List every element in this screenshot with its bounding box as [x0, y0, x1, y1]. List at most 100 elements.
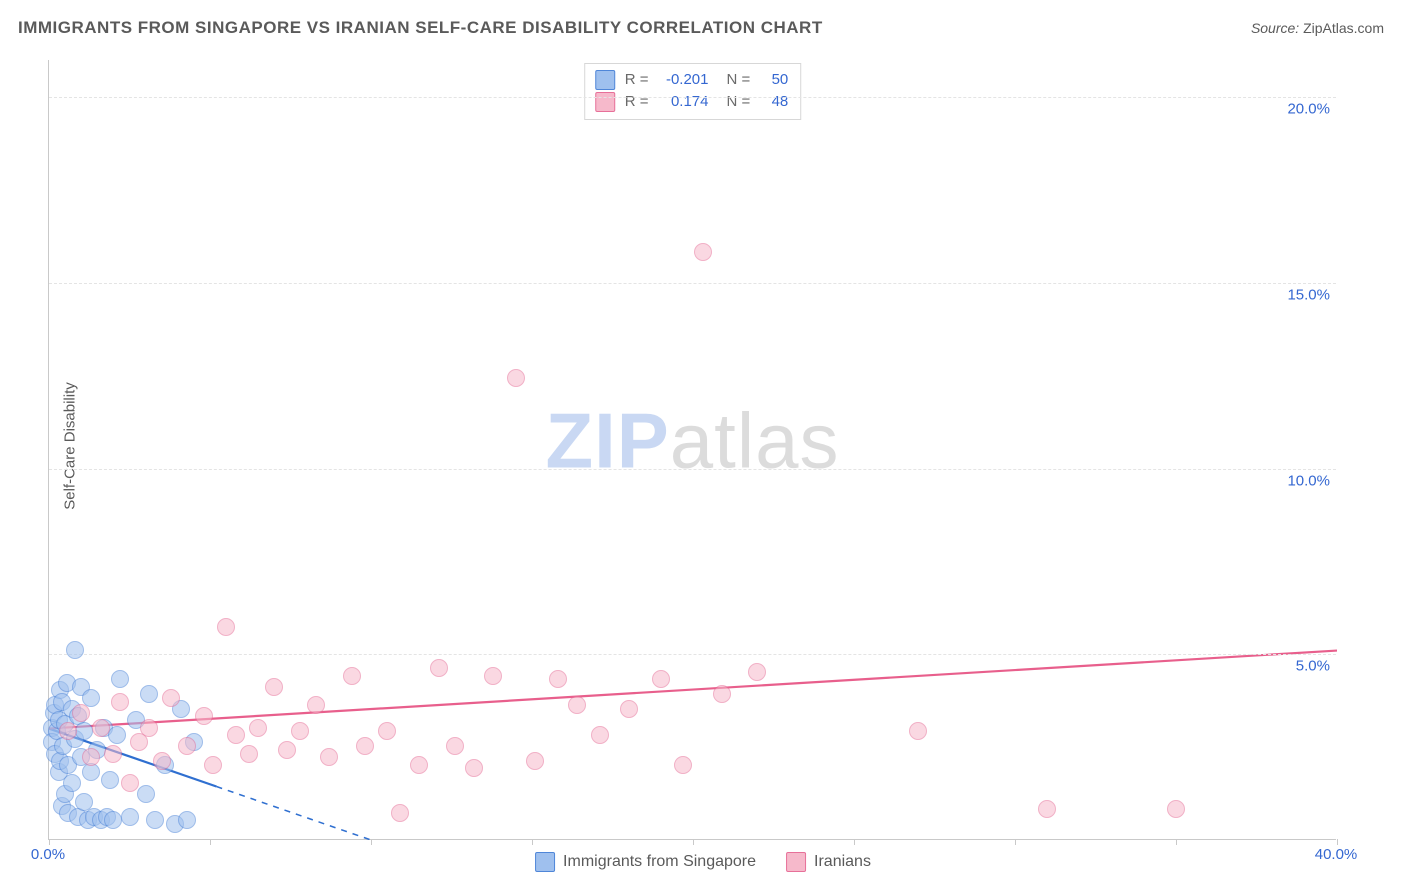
n-label: N =	[727, 69, 751, 91]
scatter-point-singapore	[146, 811, 164, 829]
scatter-point-iranians	[204, 756, 222, 774]
scatter-point-iranians	[378, 722, 396, 740]
scatter-point-iranians	[307, 696, 325, 714]
chart-title: IMMIGRANTS FROM SINGAPORE VS IRANIAN SEL…	[18, 18, 823, 38]
scatter-point-iranians	[909, 722, 927, 740]
scatter-point-iranians	[507, 369, 525, 387]
bottom-legend: Immigrants from Singapore Iranians	[535, 852, 871, 872]
scatter-point-iranians	[591, 726, 609, 744]
scatter-point-iranians	[1167, 800, 1185, 818]
r-label: R =	[625, 69, 649, 91]
scatter-point-iranians	[82, 748, 100, 766]
x-tick-label: 0.0%	[31, 846, 65, 863]
source-label: Source:	[1251, 20, 1299, 36]
x-tick	[1176, 839, 1177, 845]
swatch-iranians	[595, 92, 615, 112]
scatter-point-iranians	[217, 618, 235, 636]
swatch-iranians	[786, 852, 806, 872]
x-tick	[49, 839, 50, 845]
scatter-point-singapore	[108, 726, 126, 744]
scatter-point-iranians	[227, 726, 245, 744]
y-tick-label: 15.0%	[1287, 286, 1330, 303]
scatter-point-singapore	[63, 774, 81, 792]
x-tick	[693, 839, 694, 845]
source-value: ZipAtlas.com	[1303, 20, 1384, 36]
x-tick	[1015, 839, 1016, 845]
scatter-point-iranians	[249, 719, 267, 737]
scatter-point-iranians	[153, 752, 171, 770]
x-tick	[210, 839, 211, 845]
stats-row-singapore: R = -0.201 N = 50	[595, 69, 789, 91]
x-tick	[854, 839, 855, 845]
scatter-point-singapore	[111, 670, 129, 688]
swatch-singapore	[535, 852, 555, 872]
scatter-point-iranians	[713, 685, 731, 703]
n-value-singapore: 50	[760, 69, 788, 91]
swatch-singapore	[595, 70, 615, 90]
gridline	[49, 654, 1336, 655]
trend-dashed-singapore	[216, 787, 371, 840]
scatter-point-iranians	[652, 670, 670, 688]
scatter-point-iranians	[195, 707, 213, 725]
scatter-point-singapore	[66, 641, 84, 659]
scatter-point-iranians	[1038, 800, 1056, 818]
scatter-point-iranians	[484, 667, 502, 685]
scatter-point-iranians	[694, 243, 712, 261]
trend-solid-iranians	[49, 651, 1337, 729]
scatter-point-iranians	[104, 745, 122, 763]
scatter-point-iranians	[748, 663, 766, 681]
scatter-point-iranians	[92, 719, 110, 737]
scatter-point-iranians	[430, 659, 448, 677]
watermark: ZIPatlas	[545, 395, 839, 486]
scatter-point-singapore	[140, 685, 158, 703]
scatter-point-iranians	[674, 756, 692, 774]
n-value-iranians: 48	[760, 91, 788, 113]
scatter-point-iranians	[620, 700, 638, 718]
gridline	[49, 283, 1336, 284]
scatter-point-singapore	[178, 811, 196, 829]
scatter-point-iranians	[72, 704, 90, 722]
scatter-point-iranians	[240, 745, 258, 763]
scatter-point-singapore	[101, 771, 119, 789]
legend-label-singapore: Immigrants from Singapore	[563, 853, 756, 871]
y-tick-label: 5.0%	[1296, 658, 1330, 675]
scatter-point-iranians	[140, 719, 158, 737]
source-attribution: Source: ZipAtlas.com	[1251, 20, 1384, 36]
scatter-plot-area: ZIPatlas R = -0.201 N = 50 R = 0.174 N =…	[48, 60, 1336, 840]
gridline	[49, 469, 1336, 470]
scatter-point-iranians	[343, 667, 361, 685]
r-value-singapore: -0.201	[659, 69, 709, 91]
trend-lines	[49, 60, 1337, 840]
scatter-point-iranians	[59, 722, 77, 740]
scatter-point-iranians	[111, 693, 129, 711]
scatter-point-iranians	[162, 689, 180, 707]
scatter-point-iranians	[278, 741, 296, 759]
scatter-point-iranians	[391, 804, 409, 822]
scatter-point-iranians	[568, 696, 586, 714]
scatter-point-iranians	[121, 774, 139, 792]
x-tick	[1337, 839, 1338, 845]
scatter-point-iranians	[178, 737, 196, 755]
x-tick-label: 40.0%	[1315, 846, 1358, 863]
scatter-point-iranians	[291, 722, 309, 740]
x-tick	[371, 839, 372, 845]
legend-item-iranians: Iranians	[786, 852, 871, 872]
r-label: R =	[625, 91, 649, 113]
watermark-atlas: atlas	[670, 396, 840, 484]
scatter-point-singapore	[121, 808, 139, 826]
r-value-iranians: 0.174	[659, 91, 709, 113]
legend-label-iranians: Iranians	[814, 853, 871, 871]
scatter-point-iranians	[265, 678, 283, 696]
watermark-zip: ZIP	[545, 396, 669, 484]
stats-row-iranians: R = 0.174 N = 48	[595, 91, 789, 113]
scatter-point-iranians	[320, 748, 338, 766]
y-tick-label: 10.0%	[1287, 472, 1330, 489]
legend-item-singapore: Immigrants from Singapore	[535, 852, 756, 872]
scatter-point-iranians	[526, 752, 544, 770]
scatter-point-iranians	[465, 759, 483, 777]
x-tick	[532, 839, 533, 845]
n-label: N =	[727, 91, 751, 113]
y-tick-label: 20.0%	[1287, 101, 1330, 118]
stats-legend: R = -0.201 N = 50 R = 0.174 N = 48	[584, 63, 802, 120]
gridline	[49, 97, 1336, 98]
